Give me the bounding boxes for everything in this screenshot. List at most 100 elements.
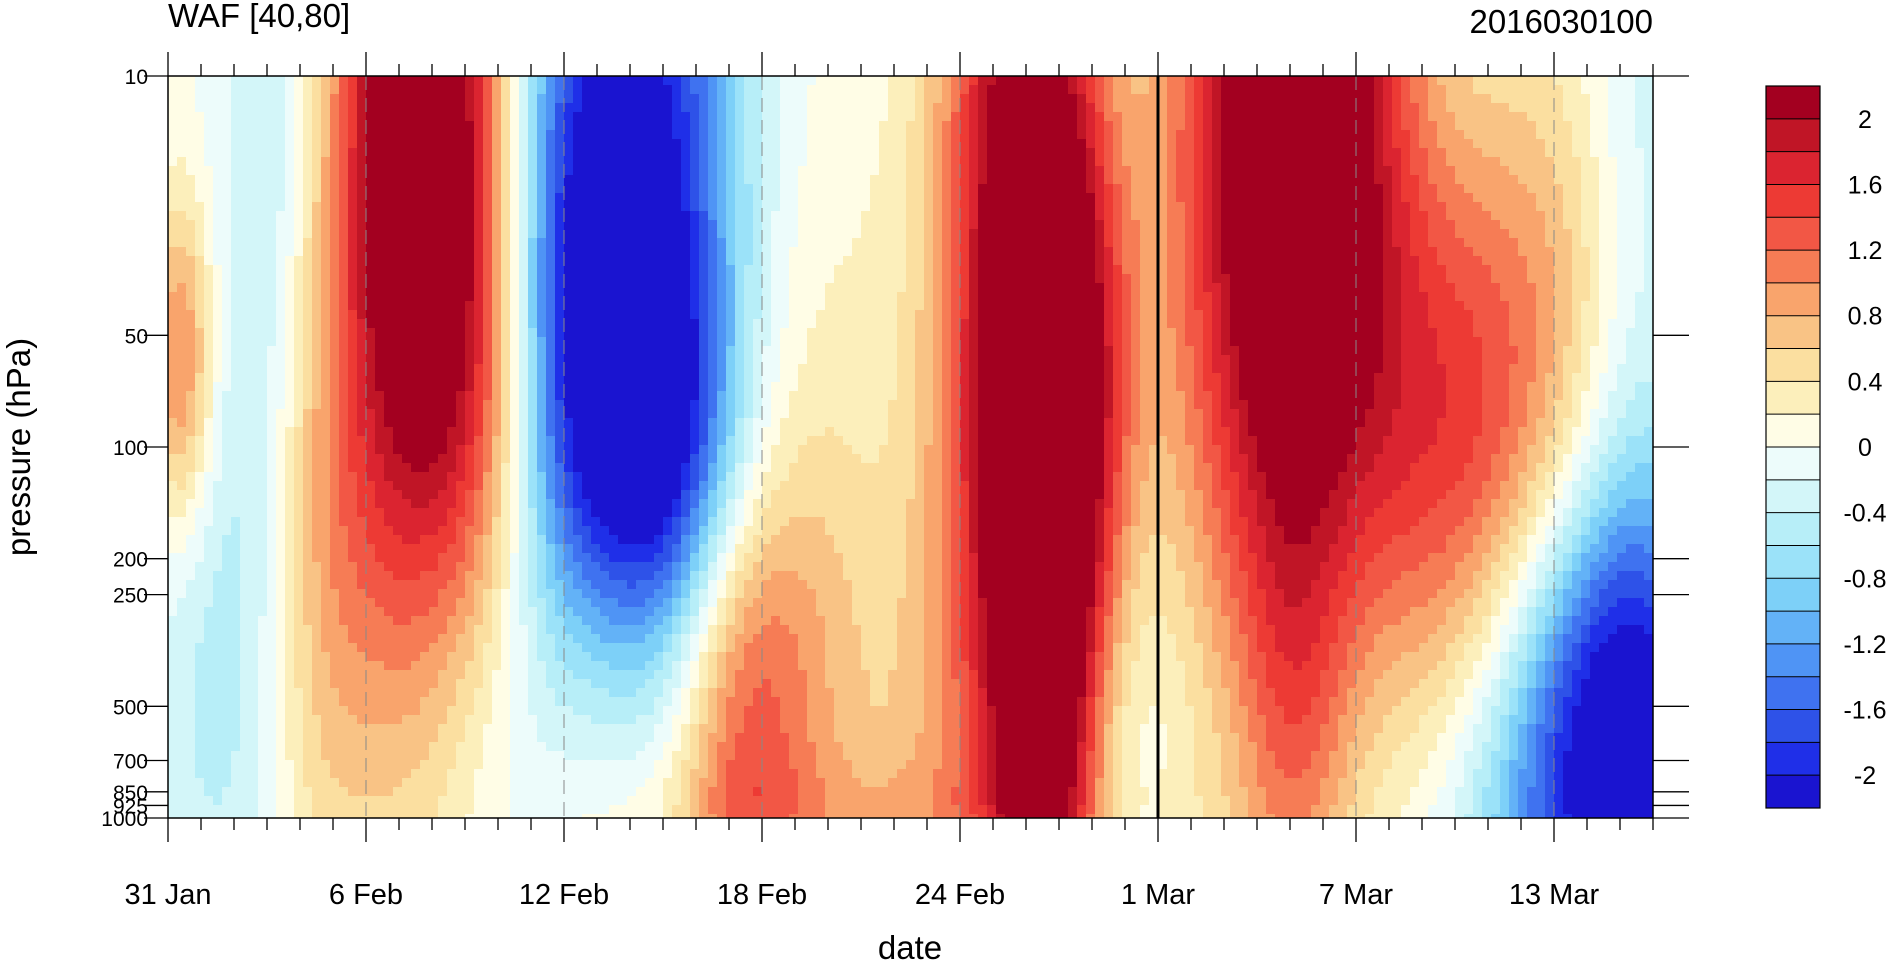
heatmap-cell [294,103,304,113]
heatmap-cell [1275,265,1285,275]
heatmap-cell [582,157,592,167]
heatmap-cell [573,103,583,113]
heatmap-cell [1518,139,1528,149]
heatmap-cell [573,265,583,275]
heatmap-cell [474,292,484,302]
heatmap-cell [1086,94,1096,104]
heatmap-cell [465,319,475,329]
heatmap-cell [1059,256,1069,266]
heatmap-cell [528,319,538,329]
heatmap-cell [834,301,844,311]
heatmap-cell [735,193,745,203]
heatmap-cell [321,265,331,275]
heatmap-cell [708,103,718,113]
heatmap-cell [861,229,871,239]
heatmap-cell [285,103,295,113]
heatmap-cell [672,184,682,194]
heatmap-cell [1320,337,1330,347]
heatmap-cell [1572,220,1582,230]
heatmap-cell [1284,274,1294,284]
heatmap-cell [825,130,835,140]
heatmap-cell [501,157,511,167]
heatmap-cell [1275,130,1285,140]
heatmap-cell [933,112,943,122]
heatmap-cell [366,337,376,347]
heatmap-cell [1284,85,1294,95]
heatmap-cell [546,112,556,122]
heatmap-cell [1167,283,1177,293]
heatmap-cell [177,256,187,266]
heatmap-cell [501,283,511,293]
heatmap-cell [1401,121,1411,131]
heatmap-cell [627,328,637,338]
heatmap-cell [276,130,286,140]
heatmap-cell [510,211,520,221]
heatmap-cell [1050,310,1060,320]
heatmap-cell [1635,292,1645,302]
heatmap-cell [1572,328,1582,338]
heatmap-cell [546,265,556,275]
heatmap-cell [1032,211,1042,221]
heatmap-cell [339,166,349,176]
heatmap-cell [942,229,952,239]
heatmap-cell [1527,157,1537,167]
heatmap-cell [771,292,781,302]
heatmap-cell [1320,112,1330,122]
heatmap-cell [1347,274,1357,284]
heatmap-cell [1599,157,1609,167]
heatmap-cell [708,112,718,122]
heatmap-cell [168,193,178,203]
heatmap-cell [1158,112,1168,122]
heatmap-cell [969,238,979,248]
heatmap-cell [330,337,340,347]
heatmap-cell [1149,130,1159,140]
heatmap-cell [1041,175,1051,185]
heatmap-cell [582,193,592,203]
heatmap-cell [1446,274,1456,284]
heatmap-cell [537,112,547,122]
heatmap-cell [1392,229,1402,239]
heatmap-cell [393,328,403,338]
heatmap-cell [465,175,475,185]
heatmap-cell [1401,274,1411,284]
heatmap-cell [987,130,997,140]
heatmap-cell [969,292,979,302]
heatmap-cell [798,319,808,329]
heatmap-cell [933,103,943,113]
heatmap-cell [231,346,241,356]
heatmap-cell [789,211,799,221]
heatmap-cell [429,274,439,284]
heatmap-cell [861,319,871,329]
heatmap-cell [753,229,763,239]
heatmap-cell [438,184,448,194]
heatmap-cell [168,247,178,257]
heatmap-cell [231,157,241,167]
heatmap-cell [339,202,349,212]
heatmap-cell [591,202,601,212]
heatmap-cell [852,112,862,122]
heatmap-cell [1347,130,1357,140]
heatmap-cell [303,148,313,158]
heatmap-cell [1212,337,1222,347]
heatmap-cell [906,175,916,185]
heatmap-cell [1158,139,1168,149]
heatmap-cell [915,166,925,176]
heatmap-cell [1167,139,1177,149]
heatmap-cell [1239,238,1249,248]
heatmap-cell [600,202,610,212]
heatmap-cell [1419,337,1429,347]
heatmap-cell [1077,229,1087,239]
heatmap-cell [1113,184,1123,194]
heatmap-cell [582,211,592,221]
heatmap-cell [249,247,259,257]
heatmap-cell [1365,220,1375,230]
heatmap-cell [681,175,691,185]
heatmap-cell [681,238,691,248]
heatmap-cell [1320,139,1330,149]
heatmap-cell [240,256,250,266]
heatmap-cell [1068,310,1078,320]
heatmap-cell [744,265,754,275]
heatmap-cell [1374,319,1384,329]
heatmap-cell [249,283,259,293]
heatmap-cell [1005,94,1015,104]
